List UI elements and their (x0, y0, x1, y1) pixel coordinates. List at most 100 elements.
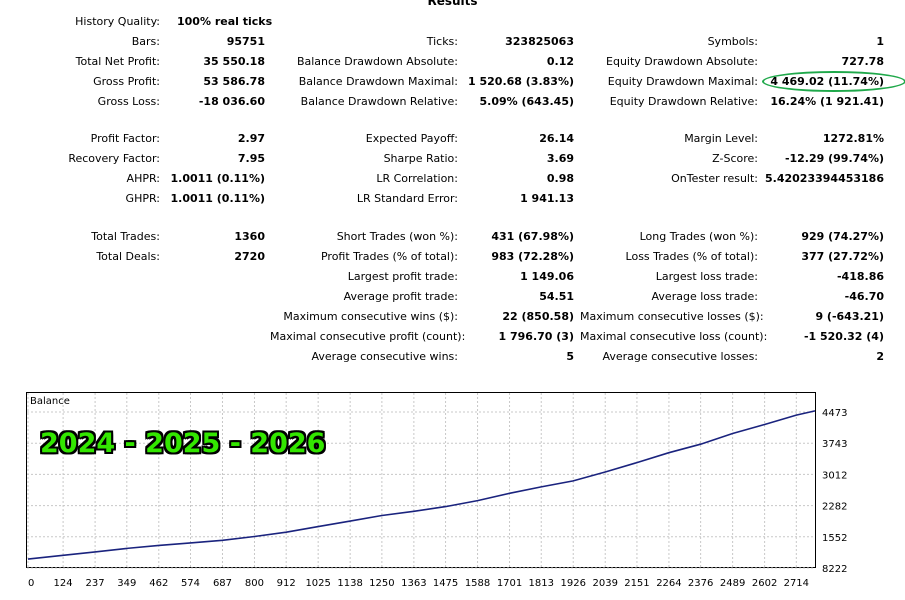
x-tick-label: 800 (245, 578, 264, 588)
y-tick-label: 37431 (822, 439, 848, 450)
value-balance-dd-rel: 5.09% (643.45) (479, 95, 575, 108)
value-loss-trades: 377 (27.72%) (801, 250, 884, 263)
value-avg-cons-wins: 5 (566, 350, 574, 363)
y-tick-label: 15524 (822, 533, 848, 544)
value-long-trades: 929 (74.27%) (801, 230, 884, 243)
label-total-trades: Total Trades: (91, 230, 160, 243)
label-avg-cons-wins: Average consecutive wins: (311, 350, 458, 363)
value-total-deals: 2720 (234, 250, 265, 263)
label-bars: Bars: (131, 35, 160, 48)
label-lr-std-error: LR Standard Error: (356, 192, 458, 205)
value-balance-dd-abs: 0.12 (546, 55, 574, 68)
value-lr-std-error: 1 941.13 (520, 192, 574, 205)
label-history-quality: History Quality: (75, 15, 160, 28)
chart-grid (27, 393, 815, 569)
label-total-deals: Total Deals: (96, 250, 160, 263)
value-maximal-cons-profit: 1 796.70 (3) (498, 330, 574, 343)
label-ontester: OnTester result: (671, 172, 758, 185)
label-sharpe-ratio: Sharpe Ratio: (383, 152, 458, 165)
x-tick-label: 0 (28, 578, 34, 588)
label-maximal-cons-profit: Maximal consecutive profit (count): (270, 330, 466, 343)
label-profit-factor: Profit Factor: (90, 132, 160, 145)
label-ticks: Ticks: (426, 35, 458, 48)
y-tick-label: 8222 (822, 564, 847, 575)
highlight-ellipse (762, 71, 905, 92)
label-avg-loss: Average loss trade: (651, 290, 758, 303)
value-short-trades: 431 (67.98%) (491, 230, 574, 243)
label-z-score: Z-Score: (712, 152, 758, 165)
value-max-cons-wins: 22 (850.58) (502, 310, 574, 323)
value-equity-dd-rel: 16.24% (1 921.41) (770, 95, 884, 108)
x-tick-label: 1475 (433, 578, 458, 588)
x-tick-label: 1701 (497, 578, 522, 588)
value-ghpr: 1.0011 (0.11%) (170, 192, 266, 205)
label-maximal-cons-loss: Maximal consecutive loss (count): (580, 330, 768, 343)
value-recovery-factor: 7.95 (237, 152, 265, 165)
value-ticks: 323825063 (505, 35, 574, 48)
value-gross-loss: -18 036.60 (198, 95, 265, 108)
value-largest-loss: -418.86 (836, 270, 884, 283)
label-margin-level: Margin Level: (684, 132, 758, 145)
x-tick-label: 1025 (305, 578, 330, 588)
value-profit-trades: 983 (72.28%) (491, 250, 574, 263)
value-avg-profit: 54.51 (539, 290, 574, 303)
label-gross-loss: Gross Loss: (97, 95, 160, 108)
x-tick-label: 2489 (720, 578, 745, 588)
label-avg-profit: Average profit trade: (343, 290, 458, 303)
label-total-net-profit: Total Net Profit: (75, 55, 160, 68)
chart-title: Balance (30, 396, 70, 407)
x-tick-label: 912 (277, 578, 296, 588)
label-largest-loss: Largest loss trade: (655, 270, 758, 283)
results-title: Results (427, 0, 478, 8)
label-equity-dd-max: Equity Drawdown Maximal: (607, 75, 758, 88)
year-overlay: 2024 - 2025 - 2026 (40, 428, 326, 459)
label-avg-cons-losses: Average consecutive losses: (602, 350, 758, 363)
value-lr-correlation: 0.98 (546, 172, 574, 185)
label-ahpr: AHPR: (126, 172, 160, 185)
x-tick-label: 237 (86, 578, 105, 588)
label-gross-profit: Gross Profit: (93, 75, 160, 88)
value-maximal-cons-loss: -1 520.32 (4) (803, 330, 884, 343)
value-sharpe-ratio: 3.69 (546, 152, 574, 165)
label-symbols: Symbols: (707, 35, 758, 48)
x-tick-label: 2151 (624, 578, 649, 588)
x-tick-label: 1138 (337, 578, 362, 588)
x-tick-label: 574 (181, 578, 200, 588)
x-tick-label: 462 (149, 578, 168, 588)
value-ontester: 5.42023394453186 (765, 172, 884, 185)
value-z-score: -12.29 (99.74%) (784, 152, 884, 165)
x-tick-label: 1250 (369, 578, 394, 588)
label-balance-dd-rel: Balance Drawdown Relative: (300, 95, 458, 108)
value-balance-dd-max: 1 520.68 (3.83%) (468, 75, 574, 88)
label-profit-trades: Profit Trades (% of total): (320, 250, 458, 263)
label-max-cons-wins: Maximum consecutive wins ($): (283, 310, 458, 323)
label-balance-dd-abs: Balance Drawdown Absolute: (296, 55, 458, 68)
label-max-cons-losses: Maximum consecutive losses ($): (580, 310, 764, 323)
chart-frame (26, 392, 816, 568)
label-recovery-factor: Recovery Factor: (68, 152, 160, 165)
label-largest-profit: Largest profit trade: (347, 270, 458, 283)
value-gross-profit: 53 586.78 (203, 75, 265, 88)
value-ahpr: 1.0011 (0.11%) (170, 172, 266, 185)
x-tick-label: 2602 (752, 578, 777, 588)
x-tick-label: 1588 (465, 578, 490, 588)
value-bars: 95751 (226, 35, 265, 48)
value-avg-loss: -46.70 (844, 290, 884, 303)
x-tick-label: 2039 (593, 578, 618, 588)
y-tick-label: 22826 (822, 502, 848, 513)
balance-line (27, 410, 816, 560)
x-tick-label: 1926 (561, 578, 586, 588)
label-equity-dd-rel: Equity Drawdown Relative: (609, 95, 758, 108)
label-expected-payoff: Expected Payoff: (365, 132, 458, 145)
value-history-quality: 100% real ticks (177, 15, 273, 28)
x-tick-label: 1813 (529, 578, 554, 588)
value-equity-dd-abs: 727.78 (841, 55, 884, 68)
value-total-trades: 1360 (234, 230, 265, 243)
value-symbols: 1 (876, 35, 884, 48)
y-tick-label: 30129 (822, 470, 848, 481)
label-lr-correlation: LR Correlation: (376, 172, 458, 185)
value-avg-cons-losses: 2 (876, 350, 884, 363)
